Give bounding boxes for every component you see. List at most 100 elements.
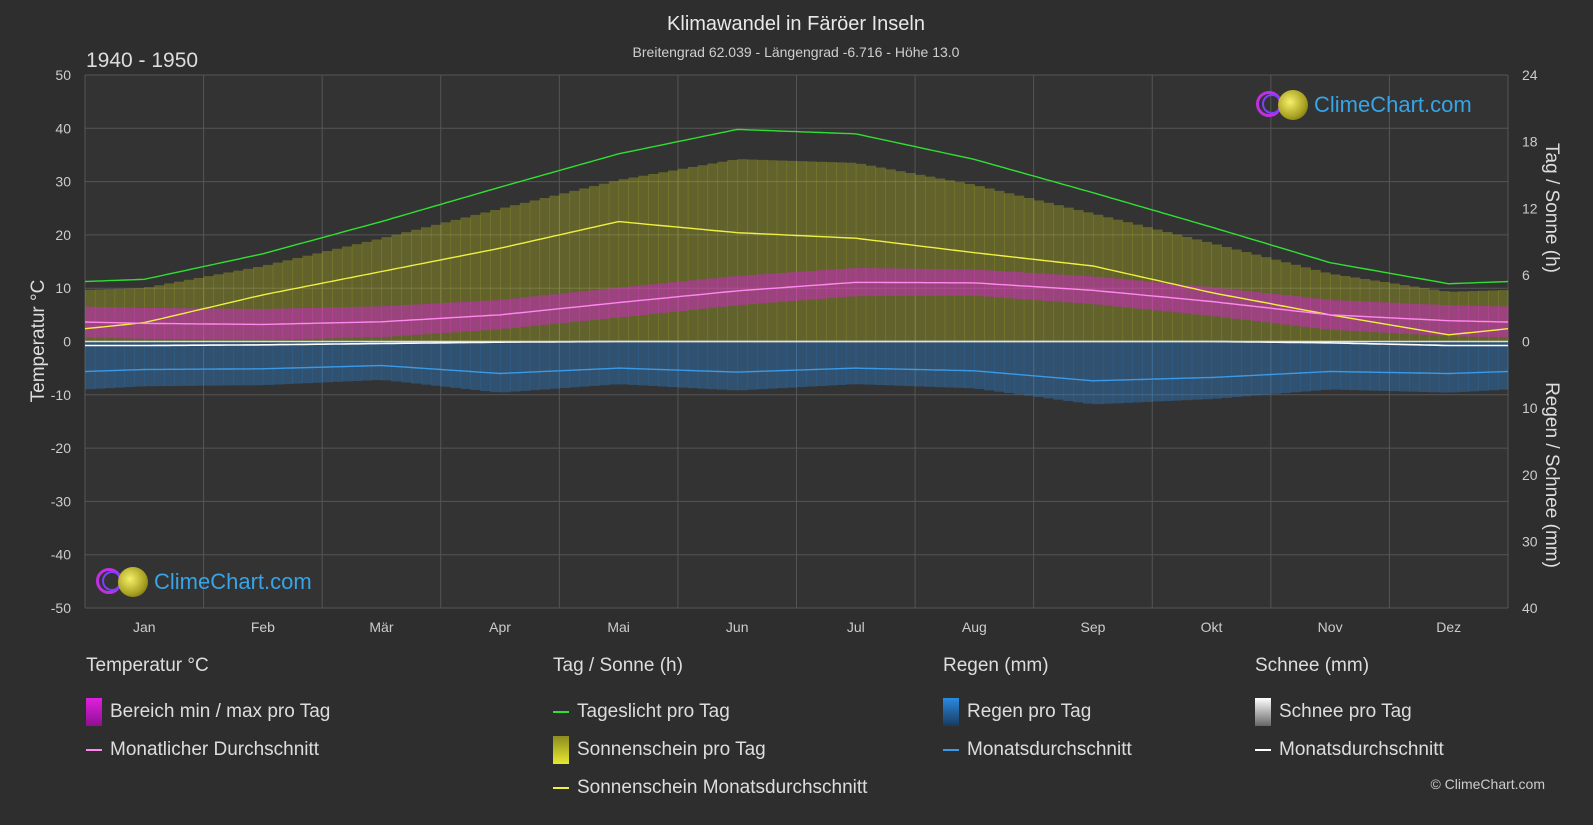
rain-bar [480, 341, 491, 392]
sunshine-bar [697, 165, 709, 342]
sunshine-bar [747, 159, 758, 342]
sunshine-bar [984, 188, 995, 342]
rain-bar [1112, 341, 1124, 404]
rain-bar [1409, 341, 1420, 392]
sunshine-bar [618, 179, 630, 342]
rain-bar [1033, 341, 1045, 398]
rain-bar [85, 341, 96, 390]
sunshine-bar [1290, 264, 1301, 342]
sunshine-bar [569, 190, 580, 342]
sunshine-bar [94, 289, 106, 342]
sunshine-bar [994, 190, 1005, 342]
sunshine-bar [875, 167, 886, 342]
rain-bar [569, 341, 580, 388]
rain-bar [401, 341, 412, 383]
rain-bar [964, 341, 975, 389]
brand-logo-top[interactable]: ClimeChart.com [1256, 88, 1472, 122]
legend-item: Bereich min / max pro Tag [86, 693, 330, 731]
rain-bar [1428, 341, 1440, 393]
sunshine-bar [1092, 214, 1104, 342]
x-tick-month: Nov [1318, 619, 1343, 635]
rain-bar [924, 341, 936, 387]
sunshine-bar [944, 180, 956, 342]
sunshine-avg-swatch [553, 787, 569, 789]
rain-bar [875, 341, 886, 386]
rain-bar [312, 341, 323, 383]
y-tick-left: -20 [51, 440, 71, 456]
sunshine-bar [114, 288, 126, 342]
sunshine-bar [1409, 286, 1420, 342]
sunshine-bar [648, 173, 659, 342]
rain-bar [1359, 341, 1371, 391]
sunshine-bar [934, 178, 946, 342]
sunshine-bar [144, 287, 155, 342]
sunshine-bar [1478, 290, 1489, 342]
sunshine-bar [737, 159, 748, 342]
rain-bar [1092, 341, 1104, 405]
rain-bar [1004, 341, 1015, 394]
y-tick-left: 50 [55, 67, 71, 83]
y-tick-right-top: 6 [1522, 267, 1530, 283]
legend-label: Bereich min / max pro Tag [110, 701, 331, 722]
y-tick-right-bottom: 10 [1522, 400, 1538, 416]
rain-bar [658, 341, 669, 387]
rain-bar [164, 341, 175, 387]
sunshine-bar [1498, 290, 1509, 342]
sunshine-bar [154, 285, 165, 342]
rain-bar [193, 341, 205, 386]
rain-bar [332, 341, 343, 382]
x-tick-month: Mär [369, 619, 393, 635]
series-lines [84, 128, 1509, 382]
sunshine-bar [539, 198, 550, 342]
sunshine-bar [717, 161, 728, 342]
y-tick-left: -40 [51, 547, 71, 563]
axes: 50 40 30 20 10 0 -10 -20 -30 -40 -50 24 18 12 6 0 10 20 30… [51, 67, 1538, 635]
rain-bar [1300, 341, 1311, 392]
sunshine-bar [895, 171, 906, 342]
sunshine-bar [1112, 219, 1124, 342]
sunshine-bar [460, 217, 471, 342]
sunshine-swatch [553, 736, 569, 764]
rain-bar [322, 341, 333, 383]
sunshine-bar [1191, 239, 1203, 342]
rain-bar [1162, 341, 1173, 402]
sunshine-bar [440, 222, 452, 342]
sunshine-bar [332, 248, 343, 342]
brand-logo-bottom[interactable]: ClimeChart.com [96, 565, 312, 599]
legend-label: Monatsdurchschnitt [967, 739, 1132, 760]
sunshine-bar [1458, 291, 1469, 342]
sunshine-bar [292, 257, 303, 342]
rain-bar [539, 341, 550, 390]
rain-bar [1172, 341, 1183, 401]
daylight-swatch [553, 711, 569, 713]
sunshine-bar [677, 168, 689, 342]
rain-bar [430, 341, 442, 386]
sunshine-bar [509, 205, 521, 342]
sunshine-bar [905, 172, 916, 342]
rain-bar [1241, 341, 1252, 397]
sunshine-bar [608, 181, 620, 342]
sunshine-bar [766, 160, 778, 342]
sunshine-bar [1172, 234, 1183, 342]
rain-bar [1369, 341, 1381, 391]
sunshine-bar [1013, 195, 1025, 342]
sunshine-bar [272, 262, 284, 342]
rain-bar [1399, 341, 1410, 392]
sunshine-bar [756, 159, 768, 342]
sunshine-bar [559, 193, 570, 342]
rain-bar [223, 341, 234, 386]
rain-bar [796, 341, 807, 388]
sunshine-bar [1152, 229, 1163, 342]
rain-bar [420, 341, 432, 385]
rain-bar [1340, 341, 1351, 390]
sunshine-bar [658, 172, 669, 342]
y-tick-right-top: 18 [1522, 134, 1538, 150]
rain-bar [1053, 341, 1064, 400]
rain-bar [1063, 341, 1074, 402]
rain-bar [144, 341, 155, 387]
sunshine-bar [470, 214, 481, 342]
legend-item: Sonnenschein pro Tag [553, 731, 867, 769]
sunshine-bar [500, 207, 511, 342]
rain-bar [559, 341, 570, 389]
